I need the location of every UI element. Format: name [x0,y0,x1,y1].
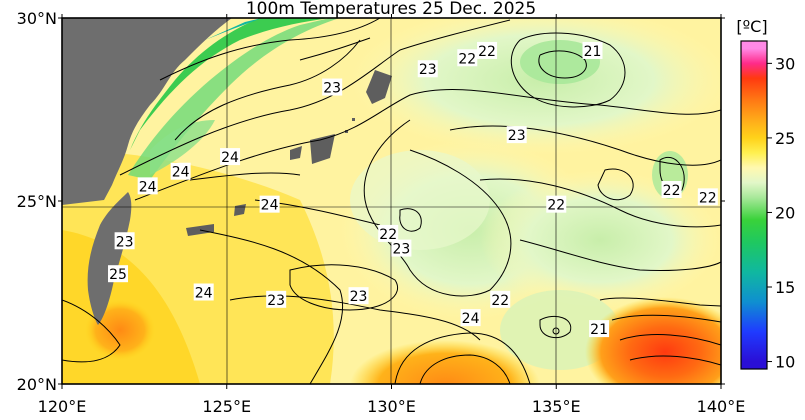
lat-label: 30°N [17,9,57,28]
svg-text:22: 22 [379,227,397,243]
colorbar-tick-label: 20 [775,203,795,222]
contour-label: 23 [348,287,369,305]
contour-ring-marker [552,327,560,335]
svg-text:22: 22 [458,51,476,67]
contour-label: 22 [661,181,682,199]
svg-text:24: 24 [261,198,279,214]
svg-text:23: 23 [267,293,285,309]
svg-text:22: 22 [663,183,681,199]
contour-label: 23 [322,78,343,97]
contour-label: 24 [220,148,241,166]
lon-label: 135°E [532,397,581,416]
svg-text:22: 22 [699,190,717,206]
colorbar-tick-label: 30 [775,54,795,73]
svg-text:21: 21 [590,322,608,338]
contour-label: 22 [477,41,498,60]
colorbar-unit: [ºC] [736,17,767,36]
svg-text:23: 23 [419,62,437,78]
contour-label: 23 [391,239,412,258]
svg-text:23: 23 [350,289,368,305]
contour-label: 24 [193,283,214,302]
svg-text:23: 23 [116,234,134,250]
ryukyu-islands [186,70,392,236]
mainland-china-land [62,18,232,205]
contour-label: 22 [490,290,511,309]
graticule [62,18,721,384]
longitude-axis-labels: 120°E 125°E 130°E 135°E 140°E [38,397,746,416]
contour-label: 21 [589,320,610,338]
svg-text:23: 23 [323,81,341,97]
contour-label: 21 [582,41,603,60]
lon-label: 140°E [697,397,746,416]
contour-label: 22 [546,195,567,214]
svg-text:22: 22 [478,44,496,60]
colorbar-tick-label: 15 [775,278,795,297]
contour-label: 22 [378,224,399,243]
svg-text:22: 22 [491,293,509,309]
contour-label: 25 [108,265,129,283]
contour-label: 24 [460,309,481,327]
svg-text:25: 25 [109,267,127,283]
svg-text:24: 24 [172,165,190,181]
svg-text:24: 24 [462,311,480,327]
lon-label: 130°E [367,397,416,416]
contour-label: 23 [266,290,287,309]
latitude-axis-labels: 30°N 25°N 20°N [17,9,57,394]
svg-text:21: 21 [584,44,602,60]
map-title: 100m Temperatures 25 Dec. 2025 [246,0,536,19]
lon-label: 125°E [202,397,251,416]
contour-label: 23 [114,232,135,250]
lat-label: 20°N [17,375,57,394]
contour-label: 24 [259,195,280,214]
contour-label: 22 [457,49,478,67]
map-ticks [58,14,725,389]
contour-label: 23 [506,126,527,144]
lon-label: 120°E [38,397,87,416]
contour-label: 23 [417,60,438,78]
svg-text:23: 23 [508,128,526,144]
colorbar-tick-label: 25 [775,129,795,148]
svg-text:24: 24 [195,286,213,302]
contour-label: 24 [170,162,191,181]
svg-text:22: 22 [547,198,565,214]
isotherm-contours [62,18,721,384]
contour-label: 24 [137,177,158,195]
colorbar [740,40,768,370]
taiwan-land [87,192,132,325]
svg-text:23: 23 [392,242,410,258]
lat-label: 25°N [17,192,57,211]
svg-text:24: 24 [221,150,239,166]
colorbar-tick-label: 10 [775,353,795,372]
svg-text:24: 24 [139,179,157,195]
contour-label: 22 [697,188,718,206]
colorbar-ticks: 30 25 20 15 10 [767,54,795,372]
